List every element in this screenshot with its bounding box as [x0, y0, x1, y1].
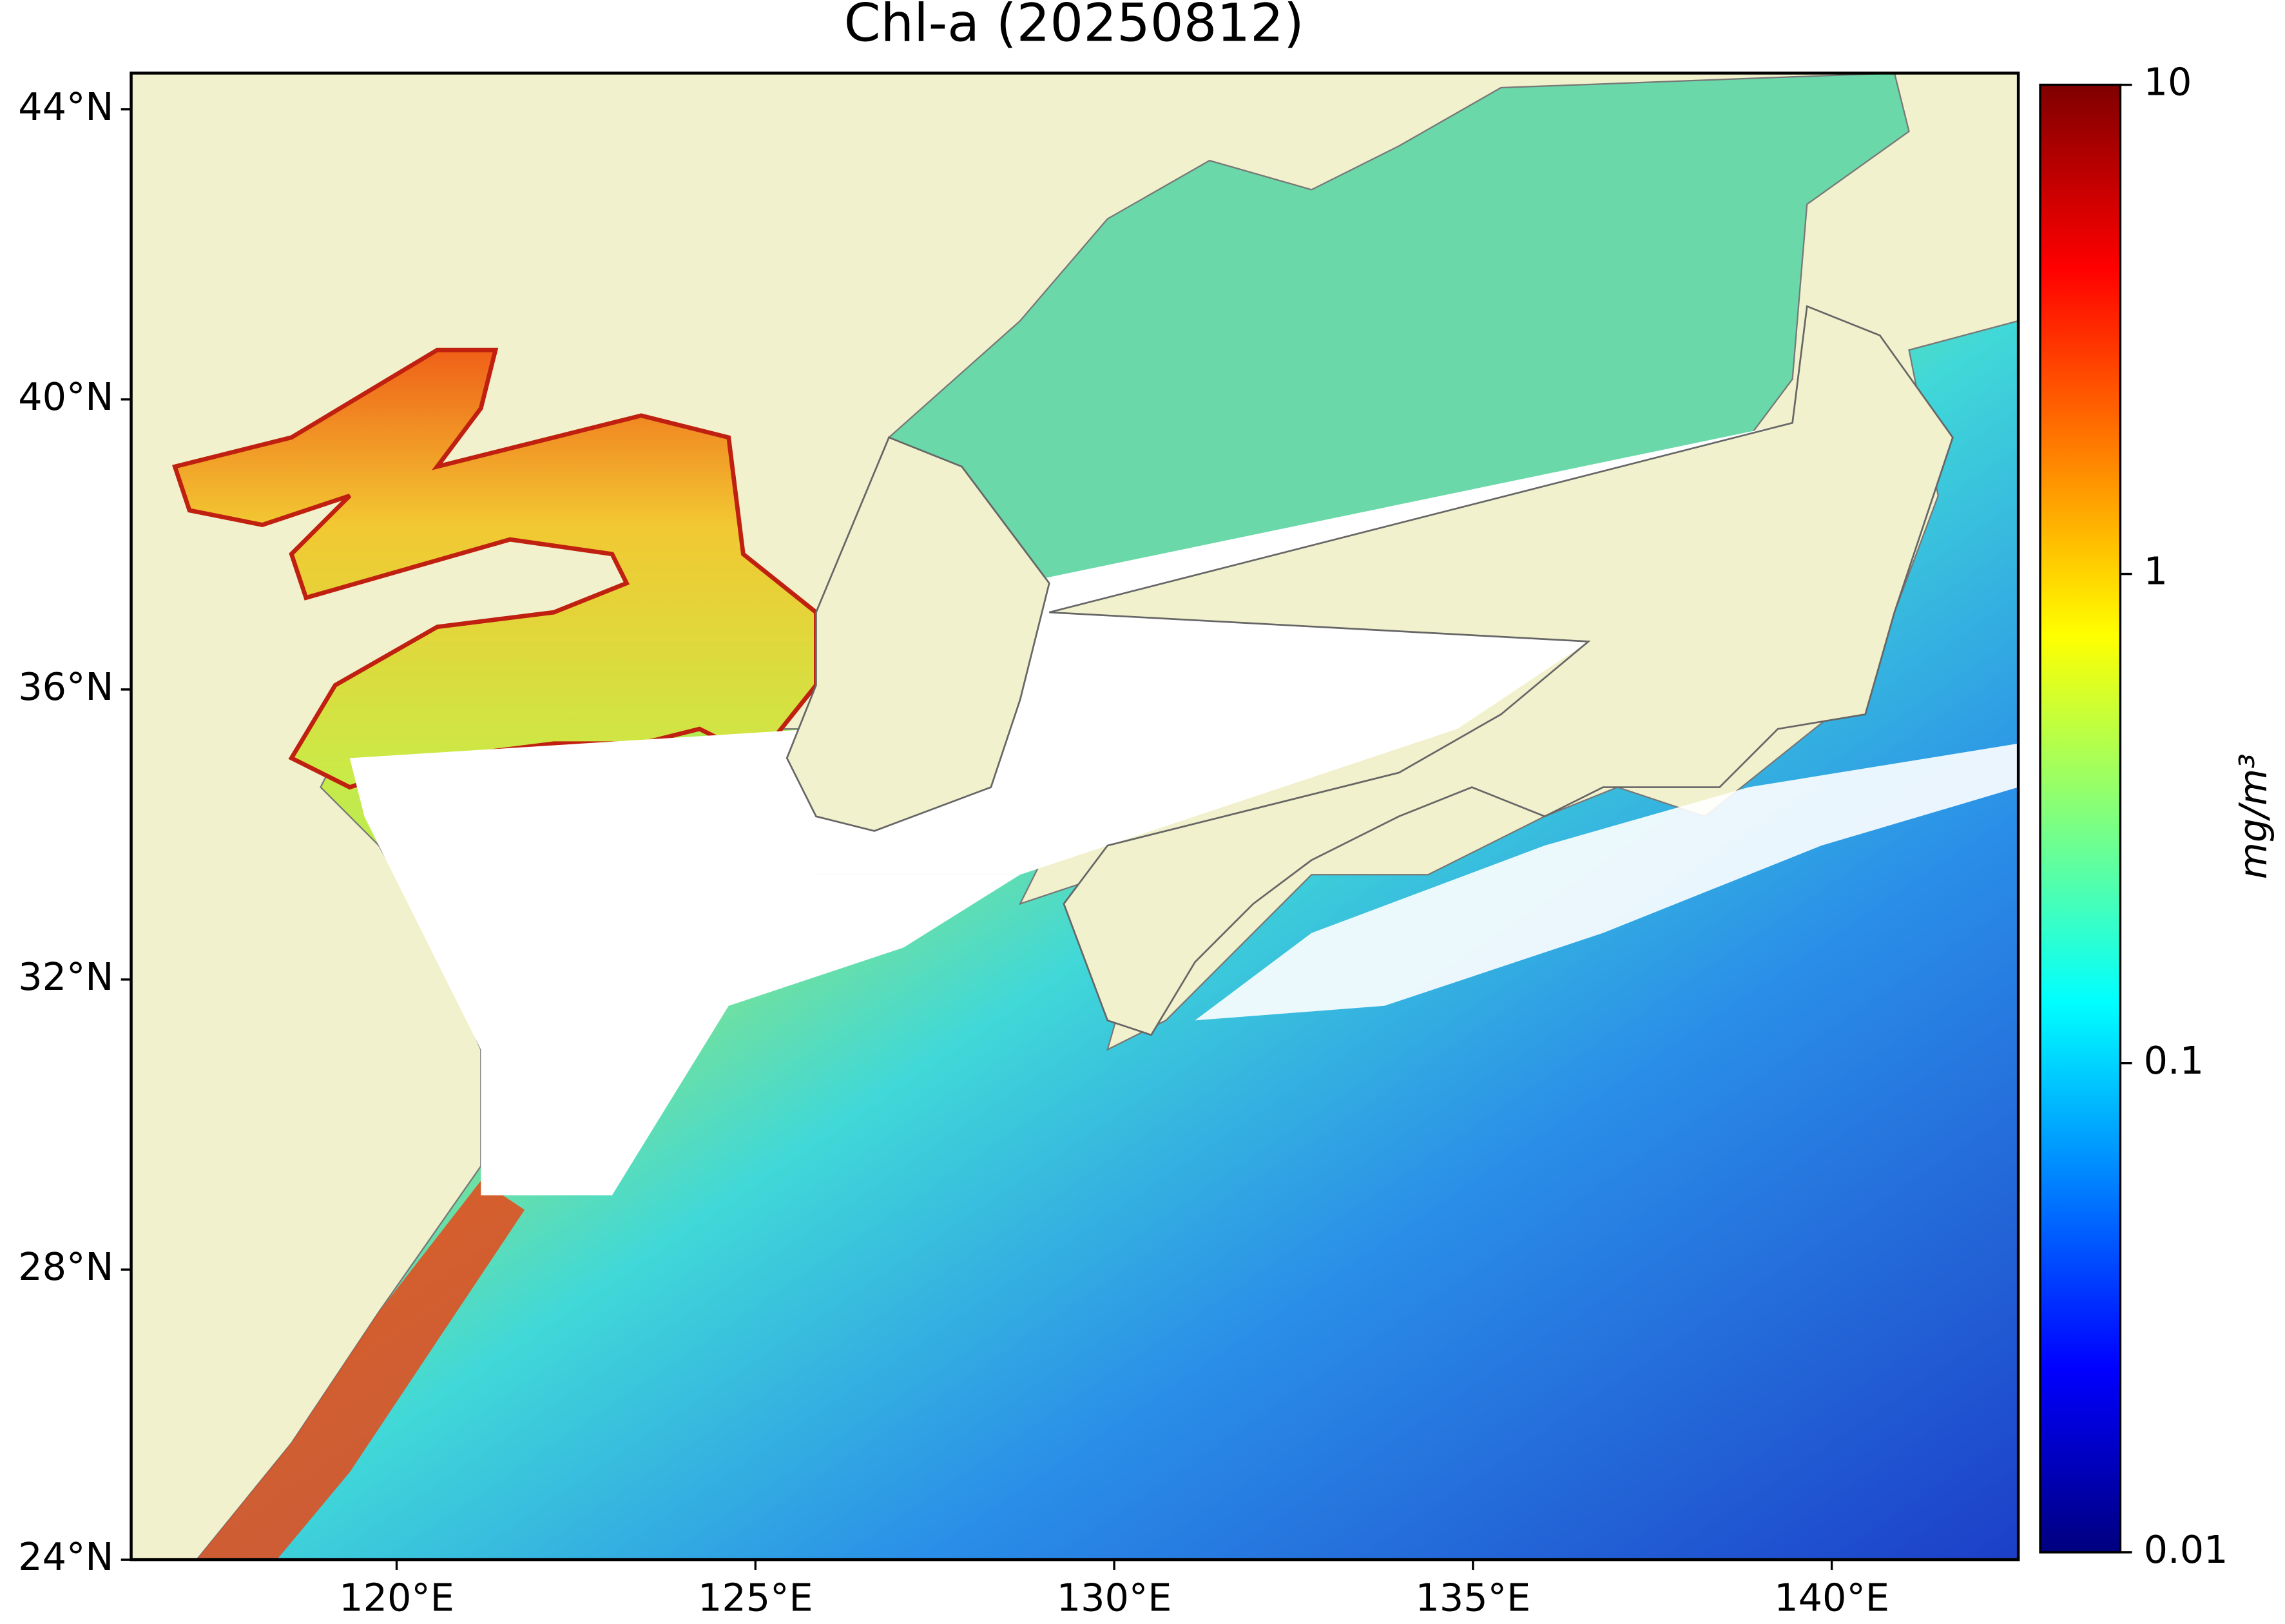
- cloud: [349, 729, 1021, 1195]
- land-japan: [1048, 305, 1954, 1036]
- x-tick-label: 140°E: [1774, 1576, 1889, 1620]
- y-tick-label: 28°N: [18, 1244, 113, 1289]
- cloud: [1195, 743, 2019, 1021]
- y-tick-label: 36°N: [18, 664, 113, 709]
- land-korea: [786, 436, 1050, 832]
- colorbar: [2039, 83, 2122, 1554]
- coastal-bloom: [197, 1181, 525, 1560]
- colorbar-tick-label: 10: [2144, 60, 2192, 104]
- x-tick-label: 135°E: [1415, 1576, 1530, 1620]
- y-tick-label: 40°N: [18, 374, 113, 419]
- y-tick-label: 32°N: [18, 954, 113, 999]
- chart-title: Chl-a (20250812): [844, 0, 1304, 54]
- colorbar-tick-label: 0.01: [2144, 1527, 2228, 1572]
- colorbar-label: mg/m³: [2231, 753, 2275, 879]
- frame: [130, 72, 2020, 1561]
- x-tick-label: 120°E: [339, 1576, 454, 1620]
- x-tick-label: 130°E: [1057, 1576, 1172, 1620]
- map: [131, 73, 2019, 1560]
- x-tick-label: 125°E: [698, 1576, 813, 1620]
- colorbar-tick-label: 0.1: [2144, 1038, 2204, 1083]
- colorbar-tick-label: 1: [2144, 549, 2168, 594]
- y-tick-label: 24°N: [18, 1534, 113, 1579]
- y-tick-label: 44°N: [18, 84, 113, 129]
